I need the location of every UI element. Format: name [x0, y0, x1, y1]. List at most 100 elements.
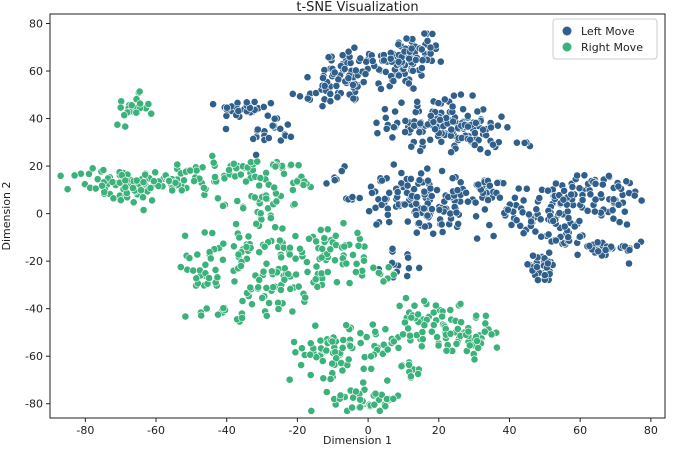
x-tick-label: -60	[147, 424, 165, 437]
point-left-move	[453, 186, 462, 195]
point-left-move	[608, 206, 617, 215]
point-right-move	[433, 333, 441, 341]
point-right-move	[456, 299, 465, 308]
point-left-move	[397, 169, 406, 177]
point-right-move	[464, 327, 473, 336]
point-right-move	[457, 318, 465, 327]
point-right-move	[305, 234, 313, 243]
point-right-move	[287, 160, 295, 169]
point-left-move	[585, 241, 594, 250]
point-right-move	[236, 170, 245, 179]
point-right-move	[492, 343, 501, 352]
point-left-move	[423, 37, 432, 45]
point-right-move	[306, 350, 315, 359]
point-right-move	[98, 181, 106, 190]
point-right-move	[405, 360, 413, 369]
point-right-move	[63, 185, 72, 194]
point-left-move	[454, 219, 463, 228]
point-left-move	[620, 207, 629, 216]
point-left-move	[570, 222, 579, 231]
point-left-move	[385, 218, 394, 226]
point-right-move	[370, 400, 379, 409]
point-right-move	[336, 391, 345, 400]
point-left-move	[420, 187, 429, 196]
point-left-move	[394, 40, 403, 49]
point-left-move	[480, 205, 489, 214]
point-left-move	[468, 91, 477, 100]
point-right-move	[297, 344, 306, 353]
point-left-move	[489, 140, 497, 149]
point-left-move	[438, 167, 446, 175]
point-right-move	[293, 177, 301, 186]
point-right-move	[181, 312, 190, 321]
point-right-move	[399, 330, 407, 339]
point-right-move	[219, 239, 228, 248]
point-left-move	[483, 148, 492, 157]
point-right-move	[362, 333, 371, 341]
y-tick-label: 40	[29, 113, 43, 126]
point-left-move	[532, 205, 541, 214]
point-right-move	[265, 299, 273, 307]
point-left-move	[388, 244, 397, 253]
point-left-move	[533, 263, 541, 271]
point-right-move	[358, 266, 367, 275]
point-left-move	[416, 146, 425, 155]
point-left-move	[320, 82, 329, 90]
point-left-move	[423, 211, 432, 220]
point-left-move	[330, 176, 339, 185]
point-right-move	[267, 267, 276, 276]
point-left-move	[545, 248, 554, 257]
point-right-move	[292, 270, 300, 279]
point-right-move	[420, 321, 429, 330]
point-left-move	[419, 204, 428, 213]
point-right-move	[136, 99, 144, 108]
point-right-move	[378, 349, 387, 358]
point-left-move	[464, 122, 472, 131]
point-right-move	[211, 265, 220, 274]
point-left-move	[573, 250, 582, 259]
point-left-move	[511, 193, 519, 202]
point-left-move	[380, 194, 389, 203]
point-right-move	[260, 242, 269, 251]
point-right-move	[186, 166, 194, 175]
point-left-move	[529, 251, 537, 260]
point-left-move	[333, 93, 342, 102]
point-left-move	[404, 264, 413, 273]
point-left-move	[484, 196, 492, 204]
point-right-move	[297, 361, 305, 369]
point-left-move	[406, 174, 415, 183]
point-right-move	[165, 176, 173, 185]
point-left-move	[552, 179, 560, 188]
point-right-move	[316, 336, 325, 345]
y-tick-label: -80	[25, 398, 43, 411]
point-right-move	[352, 259, 361, 268]
point-right-move	[116, 103, 125, 112]
point-left-move	[426, 43, 435, 52]
point-left-move	[252, 150, 260, 159]
point-right-move	[290, 338, 298, 346]
point-right-move	[192, 274, 201, 283]
point-right-move	[318, 357, 327, 365]
point-left-move	[440, 95, 449, 104]
x-axis-label: Dimension 1	[323, 434, 392, 447]
point-right-move	[291, 254, 300, 263]
point-right-move	[252, 219, 261, 228]
point-left-move	[426, 135, 435, 144]
point-right-move	[225, 166, 233, 174]
point-left-move	[512, 216, 521, 225]
point-right-move	[205, 274, 213, 282]
point-right-move	[132, 108, 141, 117]
point-left-move	[576, 232, 584, 241]
point-right-move	[400, 318, 409, 327]
point-right-move	[323, 225, 332, 234]
point-left-move	[397, 98, 406, 107]
point-left-move	[332, 82, 341, 90]
point-left-move	[413, 97, 422, 106]
point-right-move	[135, 87, 144, 96]
point-left-move	[591, 179, 600, 188]
point-right-move	[294, 161, 303, 170]
point-right-move	[189, 266, 198, 275]
point-right-move	[280, 264, 289, 273]
point-right-move	[402, 294, 410, 302]
